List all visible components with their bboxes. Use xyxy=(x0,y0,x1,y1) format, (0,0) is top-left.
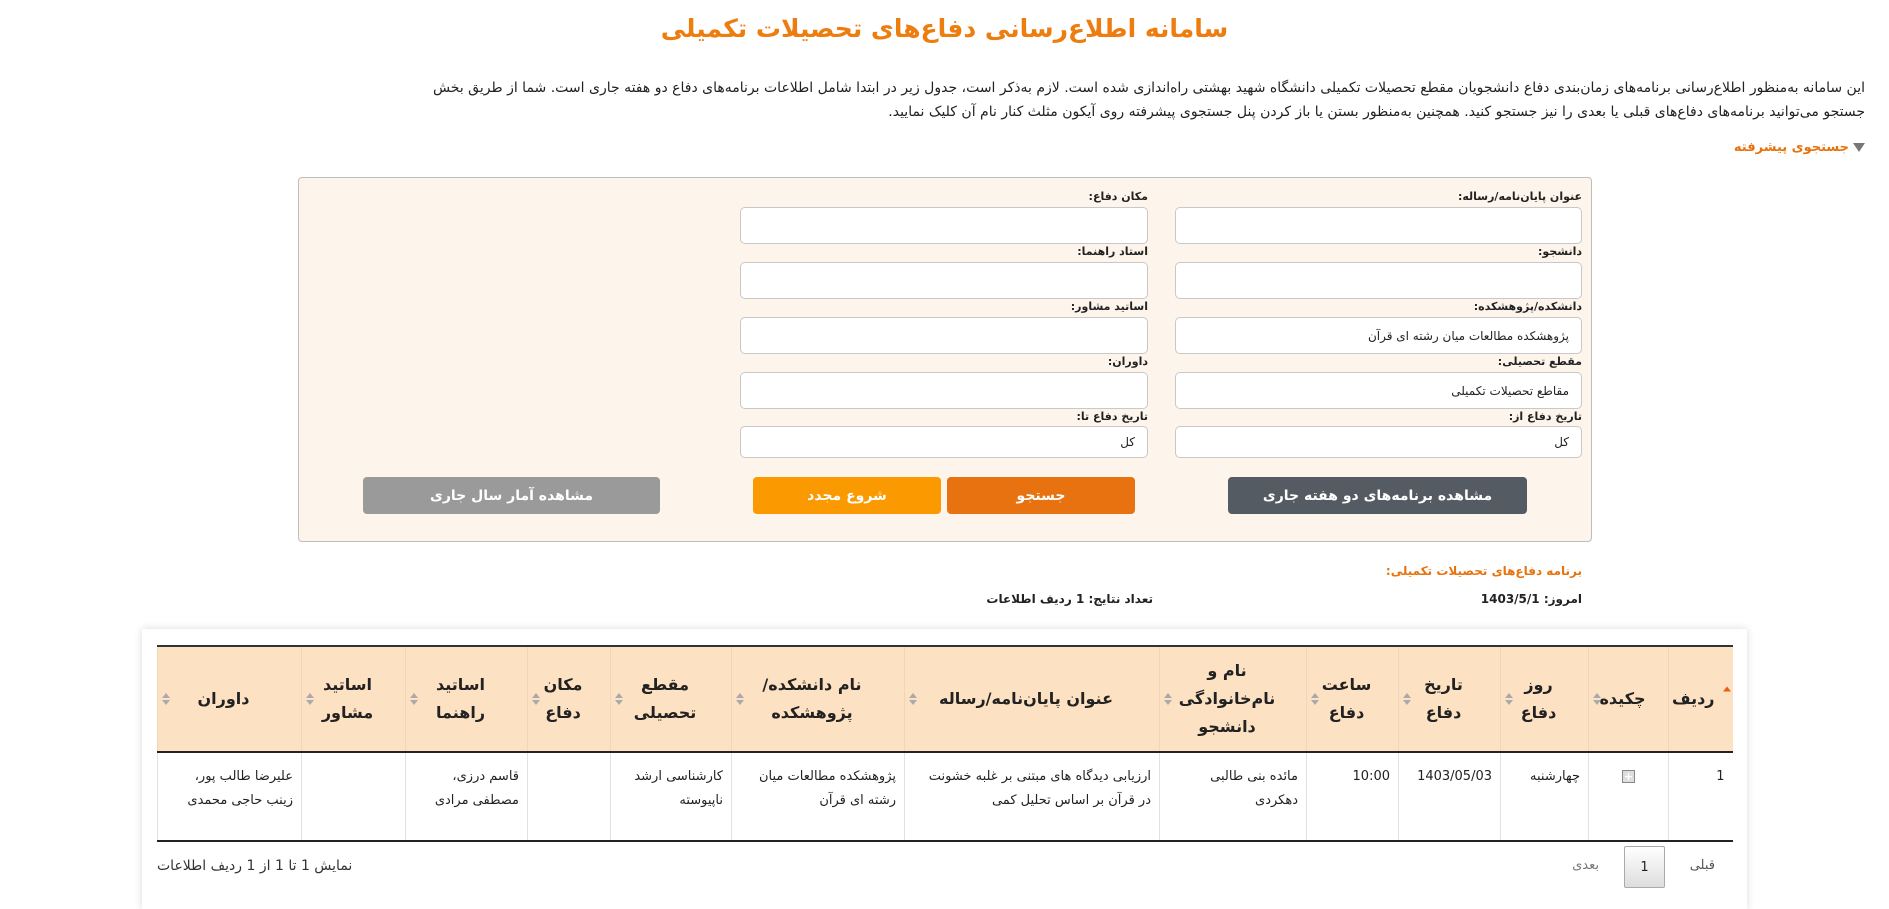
sort-icon[interactable] xyxy=(532,693,540,705)
column-header[interactable]: مقطع تحصیلی xyxy=(610,645,732,753)
degree-label: مقطع تحصیلی: xyxy=(1497,355,1582,368)
intro-text: این سامانه به‌منظور اطلاع‌رسانی برنامه‌ه… xyxy=(432,80,1865,120)
column-header[interactable]: تاریخ دفاع xyxy=(1398,645,1501,753)
date-to-label: تاریخ دفاع تا: xyxy=(1076,410,1148,423)
column-header-label: ساعت دفاع xyxy=(1321,675,1372,722)
page-title: سامانه اطلاع‌رسانی دفاع‌های تحصیلات تکمی… xyxy=(660,14,1229,43)
next-page[interactable]: بعدی xyxy=(1572,858,1599,873)
advanced-search-toggle[interactable]: جستجوی پیشرفته xyxy=(1734,140,1865,155)
triangle-down-icon[interactable] xyxy=(1853,143,1865,152)
sort-icon[interactable] xyxy=(410,693,418,705)
faculty-label: دانشکده/پژوهشکده: xyxy=(1473,300,1582,313)
sort-icon[interactable] xyxy=(1505,693,1513,705)
column-header[interactable]: نام دانشکده/ پژوهشکده xyxy=(731,645,905,753)
column-header-label: عنوان پایان‌نامه/رساله xyxy=(938,689,1114,708)
column-header-label: ردیف xyxy=(1672,689,1715,708)
column-header-label: مکان دفاع xyxy=(543,675,583,722)
column-header[interactable]: نام و نام‌خانوادگی دانشجو xyxy=(1159,645,1307,753)
student-input[interactable] xyxy=(1175,262,1582,299)
today-date: امروز: 1403/5/1 xyxy=(1480,592,1582,606)
search-button[interactable]: جستجو xyxy=(947,477,1135,514)
sort-icon[interactable] xyxy=(615,693,623,705)
thesis-title-input[interactable] xyxy=(1175,207,1582,244)
pagination-info: نمایش 1 تا 1 از 1 ردیف اطلاعات xyxy=(157,858,353,874)
sort-icon[interactable] xyxy=(1403,693,1411,705)
table-row: 1 + چهارشنبه 1403/05/03 10:00 مائده بنی طالبی… xyxy=(157,752,1733,842)
reset-button[interactable]: شروع مجدد xyxy=(753,477,941,514)
table-cell: 10:00 xyxy=(1306,752,1399,842)
judges-label: داوران: xyxy=(1107,355,1148,368)
column-header-label: چکیده xyxy=(1599,689,1646,708)
date-from-label: تاریخ دفاع از: xyxy=(1508,410,1582,423)
results-heading: برنامه دفاع‌های تحصیلات تکمیلی: xyxy=(1385,564,1582,578)
thesis-title-label: عنوان پایان‌نامه/رساله: xyxy=(1457,190,1582,203)
column-header[interactable]: ردیف xyxy=(1668,645,1733,753)
table-cell: + xyxy=(1588,752,1669,842)
sort-icon[interactable] xyxy=(736,693,744,705)
table-cell xyxy=(527,752,611,842)
table-cell: کارشناسی ارشد ناپیوسته xyxy=(610,752,732,842)
results-table: ردیف چکیده روز دفاع تاریخ دفاع ساعت دفاع نام … xyxy=(157,645,1733,842)
table-cell: ارزیابی دیدگاه های مبتنی بر غلبه خشونت د… xyxy=(904,752,1160,842)
prev-page[interactable]: قبلی xyxy=(1689,858,1715,873)
column-header-label: مقطع تحصیلی xyxy=(633,675,697,722)
column-header[interactable]: اساتید مشاور xyxy=(301,645,406,753)
column-header-label: نام و نام‌خانوادگی دانشجو xyxy=(1178,661,1276,736)
faculty-select[interactable]: پژوهشکده مطالعات میان رشته ای قرآن xyxy=(1175,317,1582,354)
sort-asc-icon[interactable] xyxy=(1722,686,1731,692)
table-cell: 1 xyxy=(1668,752,1733,842)
supervisor-input[interactable] xyxy=(740,262,1148,299)
judges-input[interactable] xyxy=(740,372,1148,409)
stats-button[interactable]: مشاهده آمار سال جاری xyxy=(363,477,660,514)
degree-select[interactable]: مقاطع تحصیلات تکمیلی xyxy=(1175,372,1582,409)
advisors-label: اساتید مشاور: xyxy=(1070,300,1148,313)
two-weeks-button[interactable]: مشاهده برنامه‌های دو هفته جاری xyxy=(1228,477,1527,514)
table-cell: چهارشنبه xyxy=(1500,752,1589,842)
table-cell: 1403/05/03 xyxy=(1398,752,1501,842)
sort-icon[interactable] xyxy=(1164,693,1172,705)
date-to-select[interactable]: کل xyxy=(740,426,1148,458)
column-header-label: داوران xyxy=(197,689,250,708)
column-header-label: نام دانشکده/ پژوهشکده xyxy=(762,675,862,722)
table-cell: قاسم درزی، مصطفی مرادی xyxy=(405,752,528,842)
advisors-input[interactable] xyxy=(740,317,1148,354)
table-cell: علیرضا طالب پور، زینب حاجی محمدی xyxy=(157,752,302,842)
column-header-label: اساتید راهنما xyxy=(435,675,486,722)
place-label: مکان دفاع: xyxy=(1088,190,1148,203)
column-header[interactable]: چکیده xyxy=(1588,645,1669,753)
student-label: دانشجو: xyxy=(1538,245,1582,258)
column-header-label: اساتید مشاور xyxy=(321,675,374,722)
table-cell: پژوهشکده مطالعات میان رشته ای قرآن xyxy=(731,752,905,842)
sort-icon[interactable] xyxy=(306,693,314,705)
column-header[interactable]: اساتید راهنما xyxy=(405,645,528,753)
page-1-button[interactable]: 1 xyxy=(1624,846,1665,888)
table-cell xyxy=(301,752,406,842)
results-count: تعداد نتایج: 1 ردیف اطلاعات xyxy=(986,592,1153,606)
column-header[interactable]: عنوان پایان‌نامه/رساله xyxy=(904,645,1160,753)
table-cell: مائده بنی طالبی دهکردی xyxy=(1159,752,1307,842)
expand-abstract-icon[interactable]: + xyxy=(1622,770,1635,783)
column-header[interactable]: روز دفاع xyxy=(1500,645,1589,753)
column-header[interactable]: مکان دفاع xyxy=(527,645,611,753)
column-header-label: روز دفاع xyxy=(1520,675,1557,722)
advanced-search-label: جستجوی پیشرفته xyxy=(1733,140,1849,155)
place-input[interactable] xyxy=(740,207,1148,244)
column-header[interactable]: ساعت دفاع xyxy=(1306,645,1399,753)
column-header-label: تاریخ دفاع xyxy=(1424,675,1463,722)
sort-icon[interactable] xyxy=(1593,693,1601,705)
sort-icon[interactable] xyxy=(1311,693,1319,705)
sort-icon[interactable] xyxy=(162,693,170,705)
supervisor-label: استاد راهنما: xyxy=(1077,245,1148,258)
date-from-select[interactable]: کل xyxy=(1175,426,1582,458)
column-header[interactable]: داوران xyxy=(157,645,302,753)
sort-icon[interactable] xyxy=(909,693,917,705)
